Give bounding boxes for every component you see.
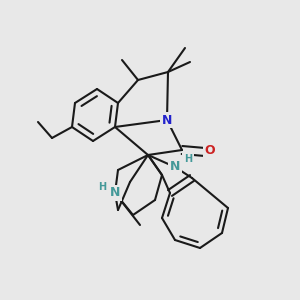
Text: N: N xyxy=(110,187,120,200)
Text: O: O xyxy=(205,143,215,157)
Text: H: H xyxy=(184,154,192,164)
Text: N: N xyxy=(162,113,172,127)
Text: H: H xyxy=(98,182,106,192)
Text: N: N xyxy=(170,160,180,173)
